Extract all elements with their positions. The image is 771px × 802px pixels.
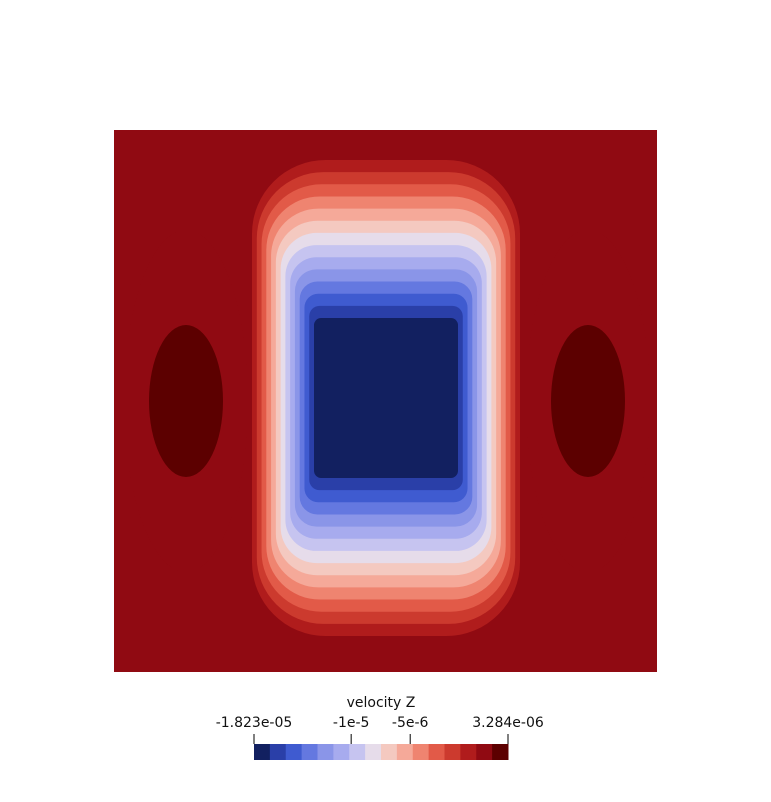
colorbar-swatch [396,744,414,760]
colorbar [253,734,509,760]
velocity-field-plot [114,130,657,672]
colorbar-tick-label: -1.823e-05 [215,715,293,731]
colorbar-swatch [301,744,318,760]
contour-band [314,318,458,478]
colorbar-swatch [269,744,287,760]
side-lobe-left-core [149,325,223,477]
colorbar-swatch [412,744,430,760]
colorbar-swatch [285,744,303,760]
colorbar-swatch [333,744,350,760]
colorbar-swatch [317,744,334,760]
colorbar-swatch [365,744,382,760]
colorbar-swatch [492,744,509,760]
colorbar-swatch [444,744,461,760]
colorbar-swatch [460,744,477,760]
colorbar-tick-label: -1e-5 [332,715,370,731]
side-lobe-right-core [551,325,625,477]
colorbar-swatch [349,744,366,760]
colorbar-swatch [428,744,445,760]
colorbar-title: velocity Z [346,695,416,711]
colorbar-swatch [476,744,493,760]
colorbar-tick-label: -5e-6 [391,715,429,731]
colorbar-swatch [254,744,271,760]
colorbar-swatch [381,744,398,760]
colorbar-tick-label: 3.284e-06 [472,715,544,731]
